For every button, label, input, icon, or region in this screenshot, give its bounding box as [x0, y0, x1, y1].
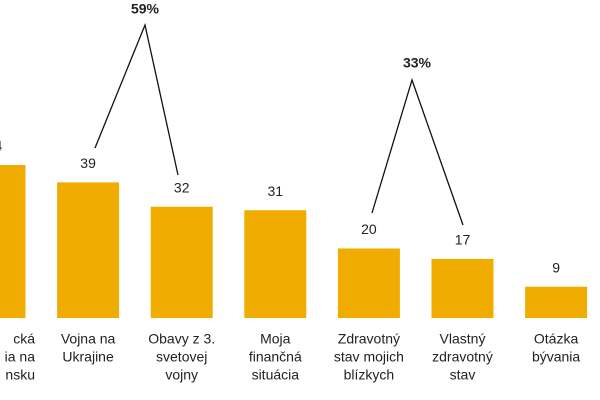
connector — [94, 22, 179, 176]
value-label: 17 — [455, 232, 471, 248]
x-tick-label: vojny — [165, 367, 198, 383]
x-tick-label: Moja — [260, 331, 291, 347]
bar — [150, 206, 213, 318]
bar — [337, 248, 400, 318]
x-tick-label: stav — [450, 367, 476, 383]
annotation: 33% — [403, 55, 432, 71]
bar — [244, 210, 307, 318]
bar — [431, 258, 494, 318]
x-tick-label: finančná — [249, 349, 302, 365]
x-tick-label: situácia — [252, 367, 300, 383]
x-tick-label: nsku — [5, 367, 35, 383]
value-label: 32 — [174, 179, 190, 195]
value-label: 20 — [361, 221, 377, 237]
x-tick-label: Vojna na — [61, 331, 116, 347]
x-tick-label: ia na — [5, 349, 36, 365]
x-tick-label: Zdravotný — [338, 331, 400, 347]
bar — [57, 182, 120, 318]
x-tick-label: cká — [13, 331, 35, 347]
value-label: 39 — [80, 155, 96, 171]
x-tick-label: bývania — [532, 349, 580, 365]
bar — [525, 286, 588, 318]
x-tick-label: svetovej — [156, 349, 207, 365]
x-tick-label: Otázka — [534, 331, 579, 347]
annotation: 59% — [131, 1, 160, 17]
bar — [0, 165, 26, 318]
x-tick-label: zdravotný — [432, 349, 493, 365]
x-tick-label: Obavy z 3. — [148, 331, 215, 347]
x-tick-label: Ukrajine — [62, 349, 114, 365]
x-tick-label: blízkych — [344, 367, 395, 383]
connector — [371, 77, 464, 226]
x-tick-label: Vlastný — [440, 331, 486, 347]
value-label: 44 — [0, 138, 2, 154]
value-label: 9 — [552, 259, 560, 275]
value-label: 31 — [268, 183, 284, 199]
x-tick-label: stav mojich — [334, 349, 404, 365]
